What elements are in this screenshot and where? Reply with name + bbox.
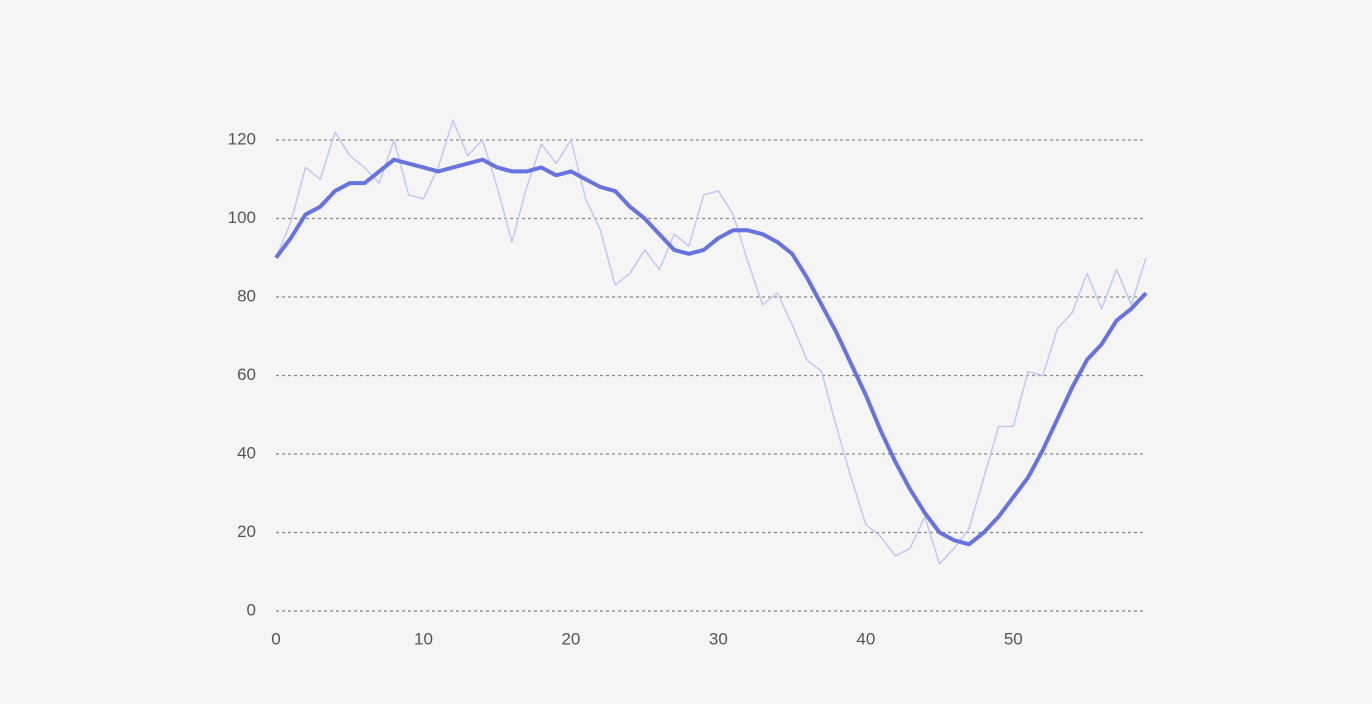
y-tick-label: 60	[237, 365, 256, 384]
x-tick-label: 50	[1004, 629, 1023, 648]
series-line	[274, 157, 1148, 547]
y-tick-label: 20	[237, 522, 256, 541]
x-tick-label: 10	[414, 629, 433, 648]
x-tick-label: 20	[561, 629, 580, 648]
x-tick-label: 0	[271, 629, 280, 648]
y-tick-label: 80	[237, 286, 256, 305]
y-tick-label: 0	[247, 600, 256, 619]
y-tick-label: 100	[228, 208, 256, 227]
x-tick-label: 30	[709, 629, 728, 648]
series-line	[275, 119, 1147, 565]
x-tick-label: 40	[856, 629, 875, 648]
y-tick-label: 120	[228, 129, 256, 148]
y-tick-label: 40	[237, 443, 256, 462]
